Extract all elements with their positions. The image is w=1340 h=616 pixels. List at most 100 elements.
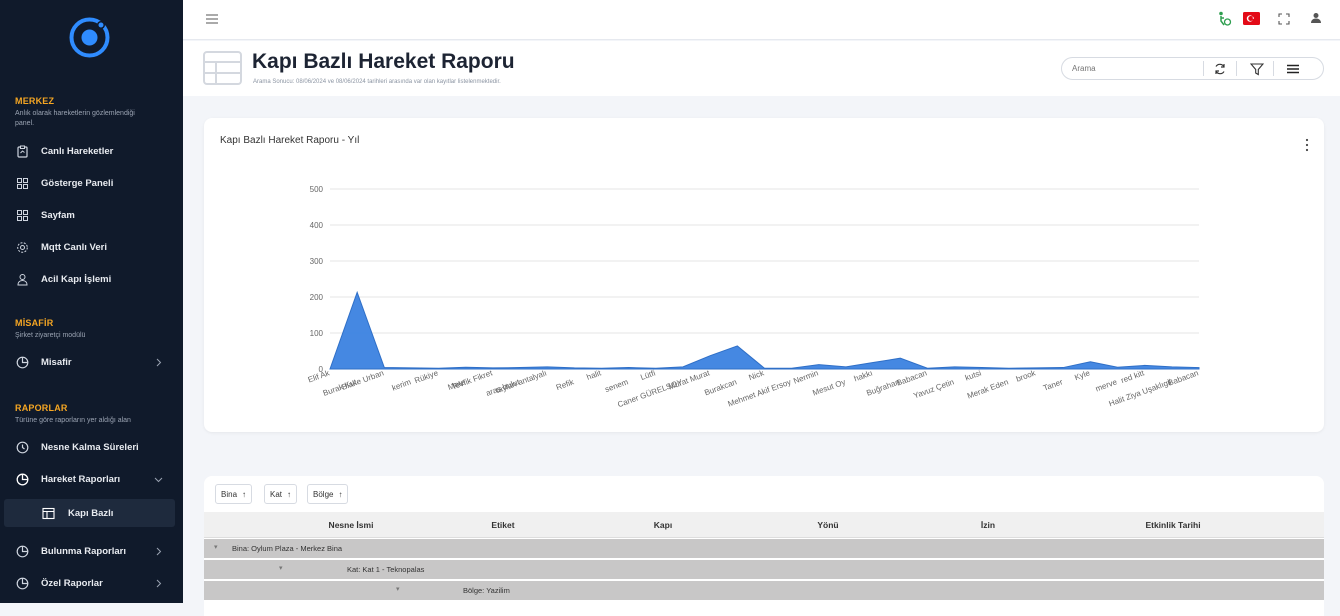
x-tick-label: Babacan <box>1167 368 1200 387</box>
table-icon <box>42 507 55 519</box>
filter-icon[interactable] <box>1250 62 1264 76</box>
column-header[interactable]: Kapı <box>653 520 673 530</box>
sidebar-item-label: Nesne Kalma Süreleri <box>41 441 139 453</box>
sidebar-item-misafir[interactable]: Misafir <box>0 348 183 376</box>
x-tick-label: kutsi <box>964 368 983 382</box>
sidebar-item-gosterge-paneli[interactable]: Gösterge Paneli <box>0 169 183 197</box>
x-tick-label: Elif Ak <box>307 368 332 384</box>
more-options-icon[interactable] <box>1304 138 1310 152</box>
x-tick-label: kerim <box>391 377 413 392</box>
chip-label: Bina <box>221 489 238 499</box>
group-label: Bina: Oylum Plaza - Merkez Bina <box>232 544 343 553</box>
accessibility-icon[interactable] <box>1216 11 1232 27</box>
app-logo[interactable] <box>68 16 111 59</box>
sidebar-item-ozel-raporlar[interactable]: Özel Raporlar <box>0 569 183 597</box>
group-chip-bolge[interactable]: Bölge ↑ <box>307 484 349 504</box>
x-tick-label: Babacan <box>895 368 928 387</box>
column-header[interactable]: Yönü <box>817 520 839 530</box>
sidebar-item-label: Acil Kapı İşlemi <box>41 273 112 285</box>
column-header[interactable]: Etiket <box>491 520 515 530</box>
sidebar-item-label: Hareket Raporları <box>41 473 121 485</box>
y-tick-label: 200 <box>310 293 324 302</box>
group-label: Kat: Kat 1 - Teknopalas <box>347 565 425 574</box>
chip-label: Kat <box>270 489 283 499</box>
collapse-arrow-icon[interactable]: ▾ <box>396 586 400 593</box>
search-box <box>1061 57 1324 80</box>
refresh-icon[interactable] <box>1213 62 1227 76</box>
sidebar-item-nesne-kalma-sureleri[interactable]: Nesne Kalma Süreleri <box>0 433 183 461</box>
series-area <box>329 290 1200 370</box>
sidebar-item-label: Kapı Bazlı <box>68 507 114 519</box>
grid-header: Nesne İsmi Etiket Kapı Yönü İzin Etkinli… <box>204 512 1324 538</box>
sort-up-icon: ↑ <box>242 489 247 499</box>
sidebar-item-bulunma-raporlari[interactable]: Bulunma Raporları <box>0 537 183 565</box>
x-tick-label: Blake Urban <box>341 368 385 392</box>
hamburger-menu-icon[interactable] <box>206 14 218 24</box>
section-misafir: MİSAFİR Şirket ziyaretçi modülü <box>15 318 155 341</box>
collapse-arrow-icon[interactable]: ▾ <box>279 565 283 572</box>
group-row[interactable]: ▾ Bölge: Yazilim <box>204 581 1324 601</box>
clock-icon <box>16 441 29 453</box>
x-tick-label: Burakcan <box>703 377 738 397</box>
group-row[interactable]: ▾ Bina: Oylum Plaza - Merkez Bina <box>204 539 1324 559</box>
data-grid: Bina ↑ Kat ↑ Bölge ↑ Nesne İsmi Etiket Kapı… <box>204 476 1324 616</box>
dashboard-icon <box>17 177 28 189</box>
section-raporlar: RAPORLAR Türüne göre raporların yer aldı… <box>15 403 155 426</box>
group-label: Bölge: Yazilim <box>463 586 510 595</box>
section-desc: Şirket ziyaretçi modülü <box>15 332 86 339</box>
divider <box>1203 61 1204 76</box>
top-bar <box>183 0 1340 40</box>
turkish-flag-icon[interactable] <box>1243 12 1260 25</box>
x-tick-label: Rükiye <box>413 368 440 385</box>
sidebar: MERKEZ Anlık olarak hareketlerin gözleml… <box>0 0 183 603</box>
sidebar-item-acil-kapi-islemi[interactable]: Acil Kapı İşlemi <box>0 265 183 293</box>
sidebar-item-canli-hareketler[interactable]: Canlı Hareketler <box>0 137 183 165</box>
section-title: MİSAFİR <box>15 318 54 328</box>
column-header[interactable]: Nesne İsmi <box>328 520 374 530</box>
column-header[interactable]: İzin <box>980 520 996 530</box>
sort-up-icon: ↑ <box>287 489 292 499</box>
x-tick-label: Kyle <box>1073 368 1091 382</box>
x-tick-label: Lütfi <box>639 368 656 382</box>
chart-card: Kapı Bazlı Hareket Raporu - Yıl 0 100 200 3… <box>204 118 1324 432</box>
page-subtitle: Arama Sonucu: 08/06/2024 ve 08/06/2024 t… <box>253 79 501 85</box>
page-title: Kapı Bazlı Hareket Raporu <box>252 50 515 73</box>
group-chip-kat[interactable]: Kat ↑ <box>264 484 298 504</box>
x-tick-label: brook <box>1015 368 1038 384</box>
table-icon <box>203 51 242 85</box>
sidebar-item-hareket-raporlari[interactable]: Hareket Raporları <box>0 465 183 493</box>
x-tick-label: taylan antalyalı <box>495 368 548 395</box>
x-tick-label: Nermin <box>792 368 819 385</box>
collapse-arrow-icon[interactable]: ▾ <box>214 544 218 551</box>
sidebar-item-kapi-bazli[interactable]: Kapı Bazlı <box>4 499 175 527</box>
user-icon[interactable] <box>1310 12 1322 24</box>
chip-label: Bölge <box>313 489 334 499</box>
x-tick-label: hakkı <box>853 368 874 383</box>
group-row[interactable]: ▾ Kat: Kat 1 - Teknopalas <box>204 560 1324 580</box>
chevron-right-icon <box>156 579 162 587</box>
sort-up-icon: ↑ <box>338 489 343 499</box>
chevron-right-icon <box>156 358 162 366</box>
user-icon <box>17 273 28 285</box>
x-tick-label: Halit Ziya Uşaklıgil <box>1108 377 1173 408</box>
fullscreen-icon[interactable] <box>1278 13 1290 25</box>
search-input[interactable] <box>1072 62 1192 75</box>
y-tick-label: 300 <box>310 257 324 266</box>
group-chip-bina[interactable]: Bina ↑ <box>215 484 253 504</box>
divider <box>1236 61 1237 76</box>
sidebar-item-label: Mqtt Canlı Veri <box>41 241 107 253</box>
chevron-right-icon <box>156 547 162 555</box>
sidebar-item-label: Sayfam <box>41 209 75 221</box>
pie-chart-icon <box>16 545 29 557</box>
clipboard-icon <box>17 145 28 158</box>
x-tick-label: senem <box>604 377 630 394</box>
column-header[interactable]: Etkinlik Tarihi <box>1145 520 1201 530</box>
sidebar-item-sayfam[interactable]: Sayfam <box>0 201 183 229</box>
sidebar-item-label: Canlı Hareketler <box>41 145 114 157</box>
x-tick-label: Yavuz Çetin <box>912 377 955 400</box>
section-merkez: MERKEZ Anlık olarak hareketlerin gözleml… <box>15 96 155 129</box>
pie-chart-icon <box>16 577 29 589</box>
menu-icon[interactable] <box>1286 62 1300 76</box>
sidebar-item-mqtt-canli-veri[interactable]: Mqtt Canlı Veri <box>0 233 183 261</box>
